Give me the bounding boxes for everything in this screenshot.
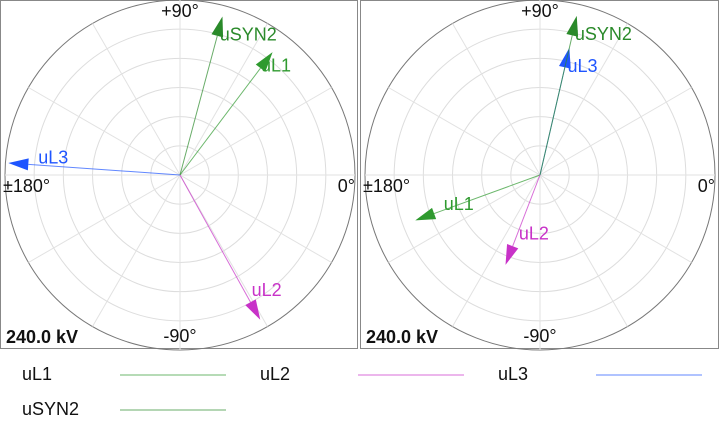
grid-spoke (28, 174, 181, 263)
angle-tick-label: -90° (163, 326, 196, 346)
phasor-arrowhead (211, 16, 224, 38)
angle-tick-label: ±180° (363, 176, 410, 196)
grid-spoke (452, 23, 541, 176)
grid-spoke (452, 174, 541, 327)
grid-spoke (92, 174, 181, 327)
legend-label: uL1 (22, 364, 52, 384)
phasor-arrowhead (8, 158, 29, 171)
angle-tick-label: 0° (698, 176, 715, 196)
phasor-label: uL1 (261, 56, 291, 76)
phasor-line (539, 35, 573, 176)
legend-label: uL2 (260, 364, 290, 384)
legend-label: uSYN2 (22, 399, 79, 419)
phasor-label: uL3 (568, 56, 598, 76)
phasor-label: uL1 (444, 194, 474, 214)
phasor-arrowhead (255, 52, 273, 72)
phasor-label: uSYN2 (575, 24, 632, 44)
grid-spoke (179, 174, 332, 263)
phasor-arrowhead (415, 207, 437, 221)
phasor-line (179, 67, 261, 176)
angle-tick-label: ±180° (3, 176, 50, 196)
phasor-label: uL3 (38, 148, 68, 168)
legend-label: uL3 (498, 364, 528, 384)
grid-spoke (179, 87, 332, 176)
scale-label: 240.0 kV (366, 327, 438, 347)
phasor-label: uL2 (519, 223, 549, 243)
phasor-line (28, 163, 181, 176)
grid-spoke (179, 23, 268, 176)
phasor-line (433, 174, 541, 215)
scale-label: 240.0 kV (6, 327, 78, 347)
grid-spoke (539, 174, 628, 327)
phasor-arrowhead (566, 15, 579, 37)
grid-spoke (92, 23, 181, 176)
angle-tick-label: +90° (161, 1, 199, 21)
grid-spoke (539, 23, 628, 176)
phasor-line (512, 174, 541, 247)
angle-tick-label: 0° (338, 176, 355, 196)
phasor-arrowhead (505, 244, 519, 265)
grid-spoke (388, 174, 541, 263)
phasor-label: uSYN2 (220, 24, 277, 44)
angle-tick-label: +90° (521, 1, 559, 21)
grid-spoke (388, 87, 541, 176)
phasor-arrowhead (245, 299, 261, 320)
phasor-label: uL2 (252, 280, 282, 300)
phasor-line (179, 35, 218, 176)
angle-tick-label: -90° (523, 326, 556, 346)
grid-spoke (539, 174, 692, 263)
phasor-line (179, 174, 251, 303)
grid-spoke (28, 87, 181, 176)
grid-spoke (539, 87, 692, 176)
